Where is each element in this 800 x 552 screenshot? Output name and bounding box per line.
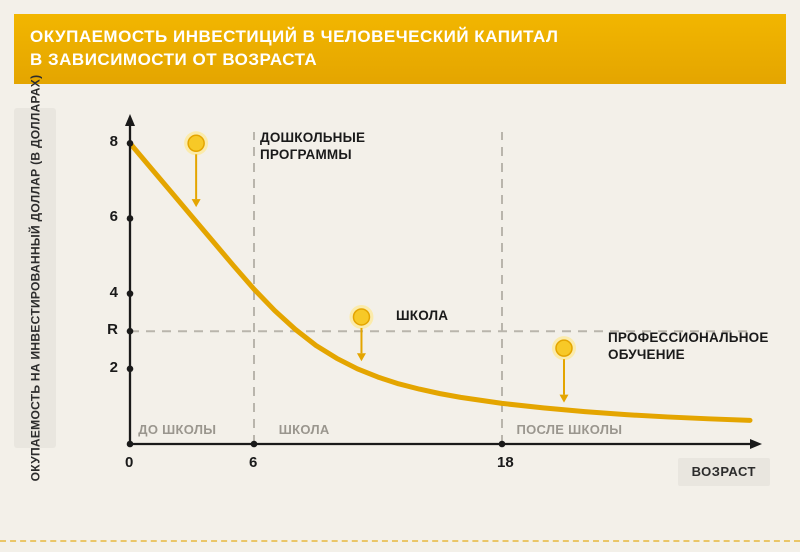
xtick-label: 18	[497, 454, 514, 471]
xtick-label: 6	[249, 454, 257, 471]
ytick-label: R	[107, 321, 118, 338]
ytick-label: 4	[110, 284, 118, 301]
annotation-label: ШКОЛА	[396, 308, 448, 325]
ytick-label: 8	[110, 133, 118, 150]
header-line-2: В ЗАВИСИМОСТИ ОТ ВОЗРАСТА	[30, 49, 770, 72]
yaxis-label-box: ОКУПАЕМОСТЬ НА ИНВЕСТИРОВАННЫЙ ДОЛЛАР (В…	[14, 108, 56, 448]
bottom-dashed-rule	[0, 540, 800, 542]
yaxis-label: ОКУПАЕМОСТЬ НА ИНВЕСТИРОВАННЫЙ ДОЛЛАР (В…	[28, 75, 42, 482]
roi-chart: ВОЗРАСТ 2 R 4 6 8 0 6 18 ДО ШКОЛЫ ШКОЛА ПОСЛЕ ШКОЛ…	[90, 108, 770, 478]
xaxis-title-box: ВОЗРАСТ	[678, 458, 770, 486]
xtick-label: 0	[125, 454, 133, 471]
xaxis-title: ВОЗРАСТ	[692, 464, 756, 479]
header-line-1: ОКУПАЕМОСТЬ ИНВЕСТИЦИЙ В ЧЕЛОВЕЧЕСКИЙ КА…	[30, 26, 770, 49]
annotation-label: ПРОФЕССИОНАЛЬНОЕОБУЧЕНИЕ	[608, 330, 769, 364]
zone-label: ШКОЛА	[279, 422, 330, 437]
annotation-label: ДОШКОЛЬНЫЕПРОГРАММЫ	[260, 130, 365, 164]
zone-label: ПОСЛЕ ШКОЛЫ	[516, 422, 622, 437]
header-banner: ОКУПАЕМОСТЬ ИНВЕСТИЦИЙ В ЧЕЛОВЕЧЕСКИЙ КА…	[14, 14, 786, 84]
ytick-label: 6	[110, 208, 118, 225]
ytick-label: 2	[110, 359, 118, 376]
zone-label: ДО ШКОЛЫ	[138, 422, 216, 437]
